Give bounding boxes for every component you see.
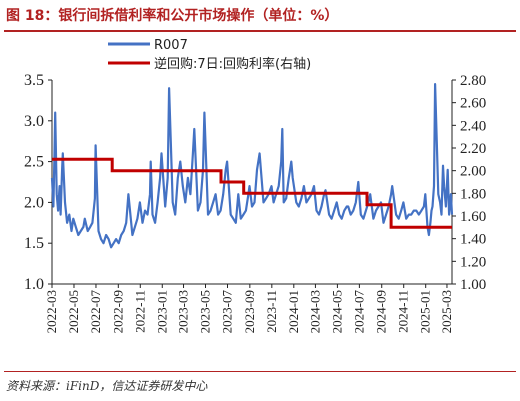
y-right-tick-label: 1.60 — [460, 209, 486, 225]
x-tick-label: 2022-03 — [44, 290, 59, 333]
y-left-tick-label: 3.0 — [24, 113, 44, 130]
series-line-reverse-repo-7d — [52, 157, 452, 229]
y-right-tick-label: 1.80 — [460, 186, 486, 202]
footer-divider — [4, 371, 516, 372]
y-right-tick-label: 2.40 — [460, 118, 486, 134]
legend-label-rr7: 逆回购:7日:回购利率(右轴) — [154, 56, 311, 72]
y-right-tick-label: 2.60 — [460, 96, 486, 112]
y-left-tick-label: 3.5 — [24, 72, 44, 89]
y-right-tick-label: 2.00 — [460, 164, 486, 180]
series-line-r007 — [50, 83, 454, 249]
y-right-tick-label: 1.00 — [460, 277, 486, 293]
x-tick-label: 2024-01 — [286, 290, 301, 333]
y-left-tick-label: 2.5 — [24, 154, 44, 171]
chart-title: 图 18：银行间拆借利率和公开市场操作（单位：%） — [6, 8, 339, 24]
x-tick-label: 2023-11 — [264, 290, 279, 333]
x-tick-label: 2024-07 — [351, 290, 366, 334]
y-left-tick-label: 1.0 — [24, 276, 44, 293]
series-layer — [50, 83, 454, 249]
y-right-tick-label: 1.20 — [460, 254, 486, 270]
legend: R007 逆回购:7日:回购利率(右轴) — [108, 38, 311, 72]
x-tick-label: 2024-11 — [396, 290, 411, 333]
y-left-tick-label: 1.5 — [24, 235, 44, 252]
x-tick-label: 2023-07 — [219, 290, 234, 334]
x-tick-label: 2023-05 — [198, 290, 213, 333]
x-tick-label: 2023-09 — [242, 290, 257, 333]
x-tick-label: 2023-03 — [176, 290, 191, 333]
x-tick-label: 2022-05 — [66, 290, 81, 333]
y-right-tick-label: 1.40 — [460, 232, 486, 248]
x-tick-label: 2024-05 — [329, 290, 344, 333]
x-tick-label: 2022-07 — [88, 290, 103, 334]
x-tick-label: 2023-01 — [154, 290, 169, 333]
legend-label-r007: R007 — [154, 38, 188, 53]
x-tick-label: 2022-09 — [110, 290, 125, 333]
y-left-tick-label: 2.0 — [24, 194, 44, 211]
source-note: 资料来源：iFinD，信达证券研发中心 — [6, 379, 208, 393]
y-right-tick-label: 2.20 — [460, 141, 486, 157]
x-tick-label: 2022-11 — [132, 290, 147, 333]
x-tick-label: 2025-01 — [418, 290, 433, 333]
axes-layer: 1.0 1.5 2.0 2.5 3.0 3.5 1.00 1.20 1.40 1.60 1.80 2.… — [24, 72, 486, 333]
y-right-tick-label: 2.80 — [460, 73, 486, 89]
x-tick-label: 2024-09 — [374, 290, 389, 333]
x-tick-label: 2025-03 — [439, 290, 454, 333]
x-tick-label: 2024-03 — [307, 290, 322, 333]
title-divider — [4, 30, 516, 32]
